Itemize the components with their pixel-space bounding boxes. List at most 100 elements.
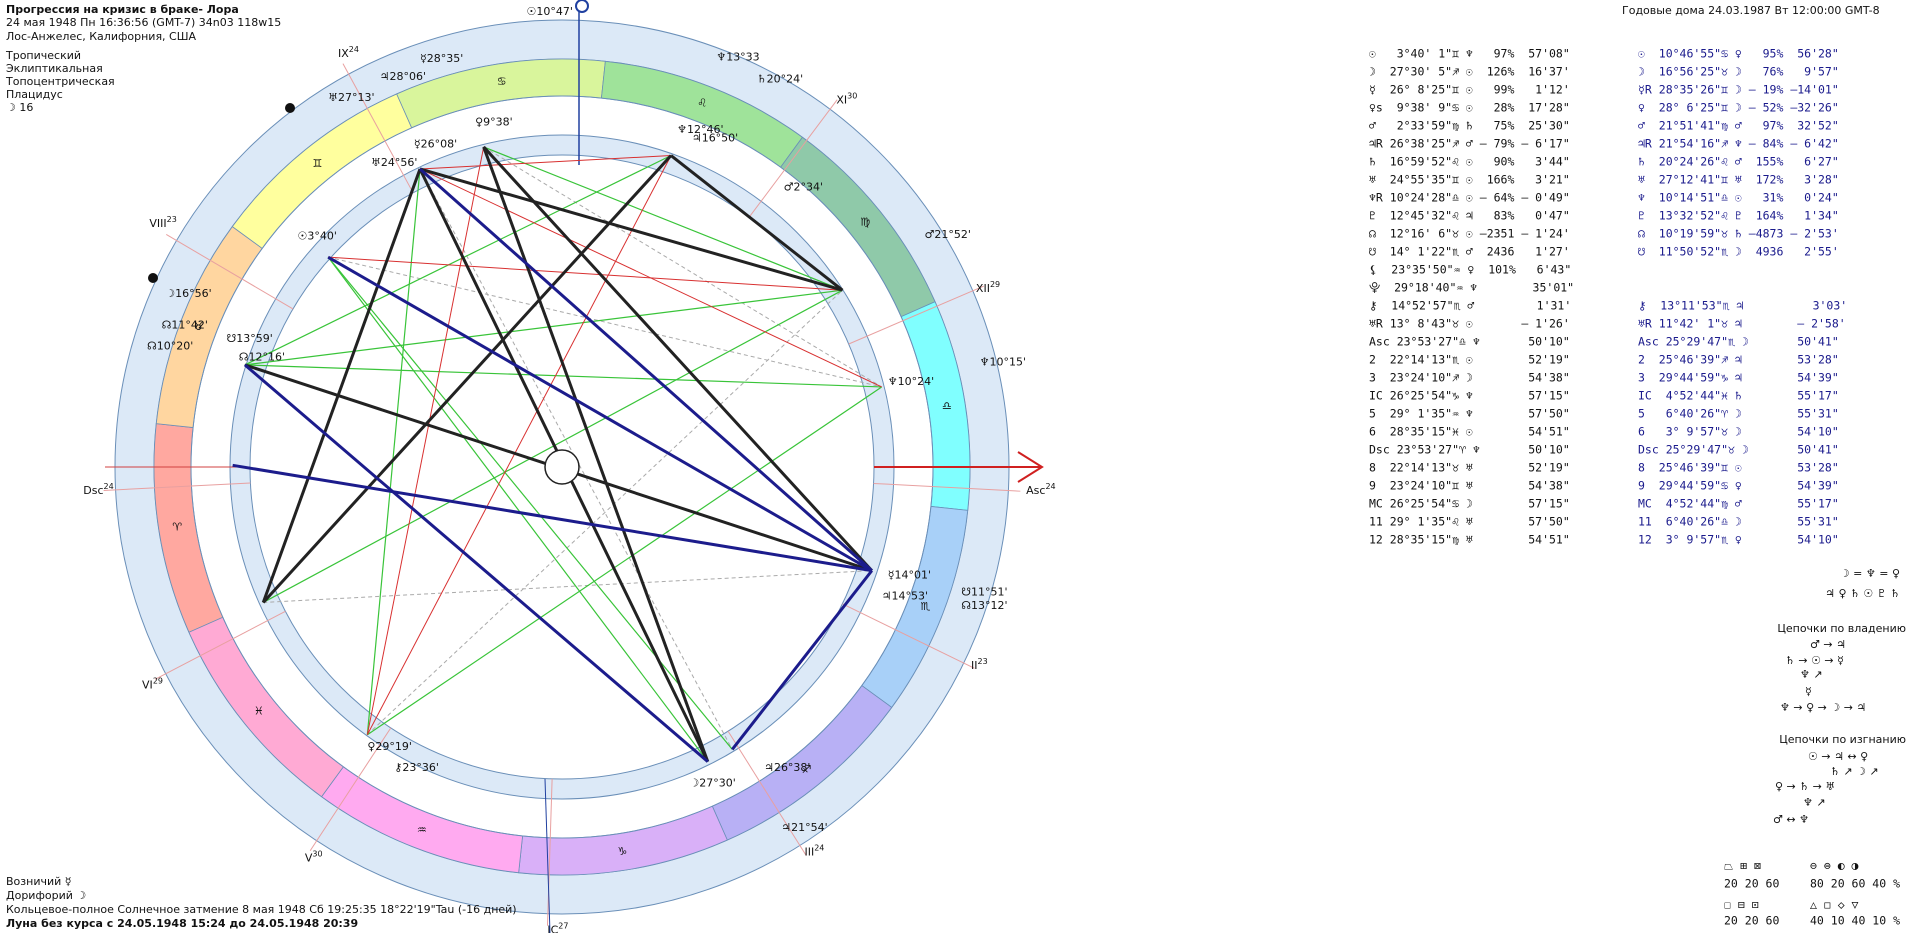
zodiac-glyph: ♋ bbox=[497, 75, 507, 88]
setting: Эклиптикальная bbox=[6, 62, 103, 75]
aspect-line bbox=[419, 167, 873, 572]
aspect-line bbox=[482, 145, 873, 572]
aspect-line bbox=[731, 569, 874, 751]
planet-label: ☊12°16' bbox=[239, 351, 285, 364]
aspect-line bbox=[244, 289, 843, 366]
aspect-line bbox=[483, 146, 843, 291]
table-cell-natal: ♅ 24°55'35"♊ ☉ 166% 3'21" bbox=[1369, 173, 1570, 187]
planet-label: ♃28°06' bbox=[380, 70, 426, 83]
table-cell-natal: 8 22°14'13"♉ ♅ 52'19" bbox=[1369, 461, 1570, 475]
aspect-line bbox=[366, 146, 485, 735]
zodiac-glyph: ♓ bbox=[254, 705, 264, 718]
table-cell-natal: ☋ 14° 1'22"♏ ♂ 2436 1'27' bbox=[1369, 245, 1570, 259]
planet-label: ♃21°54' bbox=[781, 821, 827, 834]
center bbox=[544, 449, 580, 485]
zodiac-glyph: ♑ bbox=[617, 845, 627, 858]
aspect-line bbox=[327, 256, 733, 750]
chain-line: ♄ → ☉ → ☿ bbox=[1785, 654, 1844, 667]
house-label: II23 bbox=[971, 657, 988, 673]
house-degree: 29 bbox=[990, 279, 1000, 288]
aspect-line bbox=[366, 155, 672, 735]
table-cell-annual: ☋ 11°50'52"♏ ☽ 4936 2'55' bbox=[1638, 245, 1839, 259]
table-cell-annual: ☽ 16°56'25"♉ ☽ 76% 9'57" bbox=[1638, 65, 1839, 79]
table-cell-natal: ♃R 26°38'25"♐ ♂ – 79% – 6'17" bbox=[1369, 137, 1570, 151]
asc-arrow bbox=[1017, 451, 1044, 483]
table-cell-annual: ♀ 28° 6'25"♊ ☽ – 52% –32'26" bbox=[1638, 101, 1839, 115]
planet-label: ♆10°24' bbox=[888, 375, 934, 388]
house-label: Dsc24 bbox=[83, 482, 113, 498]
stat: ⏢ ⊞ ⊠ bbox=[1724, 859, 1761, 873]
zodiac-glyph: ♎ bbox=[942, 400, 952, 413]
table-cell-annual: 2 25°46'39"♐ ♃ 53'28" bbox=[1638, 353, 1839, 367]
table-cell-natal: 6 28°35'15"♓ ☉ 54'51" bbox=[1369, 425, 1570, 439]
house-cusp bbox=[727, 730, 807, 856]
footer-line: Кольцевое-полное Солнечное затмение 8 ма… bbox=[6, 903, 517, 916]
table-cell-natal: ☉ 3°40' 1"♊ ♆ 97% 57'08" bbox=[1369, 47, 1570, 61]
aspect-line bbox=[262, 289, 843, 603]
planet-label: ♅27°13' bbox=[328, 91, 374, 104]
planet-label: ♃16°50' bbox=[692, 131, 738, 144]
planet-label: ♂21°52' bbox=[924, 228, 970, 241]
house-degree: 30 bbox=[847, 91, 857, 100]
house-degree: 29 bbox=[153, 676, 163, 685]
aspect-line bbox=[327, 255, 873, 572]
table-cell-natal: ♇ 12°45'32"♌ ♃ 83% 0'47" bbox=[1369, 209, 1570, 223]
aspect-line bbox=[327, 256, 709, 762]
table-cell-natal: ☊ 12°16' 6"♉ ☉ –2351 – 1'24' bbox=[1369, 227, 1570, 241]
planet-label: ☿28°35' bbox=[420, 52, 463, 65]
aspect-line bbox=[419, 167, 843, 292]
house-number: III bbox=[804, 845, 814, 858]
table-cell-natal: ♀s 9°38' 9"♋ ☉ 28% 17'28" bbox=[1369, 101, 1570, 115]
aspect-line bbox=[367, 386, 882, 736]
house-cusp bbox=[873, 482, 1021, 492]
table-cell-natal: ♄ 16°59'52"♌ ☉ 90% 3'44" bbox=[1369, 155, 1570, 169]
setting: ☽ 16 bbox=[6, 101, 33, 114]
footer-line: Луна без курса с 24.05.1948 15:24 до 24.… bbox=[6, 917, 358, 930]
table-cell-natal: 9 23°24'10"♊ ♅ 54'38" bbox=[1369, 479, 1570, 493]
house-degree: 23 bbox=[167, 215, 177, 224]
house-number: IC bbox=[547, 924, 558, 933]
planet-label: ☿14°01' bbox=[888, 569, 931, 582]
table-cell-annual: ♅R 11°42' 1"♉ ♃ – 2'58' bbox=[1638, 317, 1846, 331]
stat: ⊖ ⊜ ◐ ◑ bbox=[1810, 859, 1859, 873]
mc-marker bbox=[575, 0, 589, 13]
table-cell-natal: ♆R 10°24'28"♎ ☉ – 64% – 0'49" bbox=[1369, 191, 1570, 205]
aspect-line bbox=[244, 154, 672, 366]
table-cell-annual: Asc 25°29'47"♏ ☽ 50'41" bbox=[1638, 335, 1839, 349]
table-cell-annual: ♆ 10°14'51"♎ ☉ 31% 0'24" bbox=[1638, 191, 1839, 205]
zodiac-glyph: ♒ bbox=[417, 823, 427, 836]
planet-label: ♆12°46' bbox=[677, 123, 723, 136]
planet-label: ☽27°30' bbox=[689, 777, 735, 790]
table-cell-natal: 5 29° 1'35"♒ ♆ 57'50" bbox=[1369, 407, 1570, 421]
footer-line: Возничий ☿ bbox=[6, 875, 72, 888]
table-cell-annual: IC 4°52'44"♓ ♄ 55'17" bbox=[1638, 389, 1839, 403]
house-cusp bbox=[154, 610, 286, 680]
table-cell-natal: ⚷ 14°52'57"♏ ♂ 1'31' bbox=[1369, 299, 1571, 313]
stat: 40 10 40 10 % bbox=[1810, 914, 1900, 928]
planet-label: ♅24°56' bbox=[371, 156, 417, 169]
aspect-line bbox=[328, 256, 843, 291]
aspect-line bbox=[263, 570, 872, 603]
zodiac-glyph: ♌ bbox=[697, 97, 707, 110]
chain-line: ♆ ↗ bbox=[1803, 796, 1826, 809]
footer-line: Дорифорий ☽ bbox=[6, 889, 86, 902]
setting: Тропический bbox=[5, 49, 81, 62]
table-cell-annual: ☿R 28°35'26"♊ ☽ – 19% –14'01" bbox=[1638, 83, 1839, 97]
table-cell-natal: 3 23°24'10"♐ ☽ 54'38" bbox=[1369, 371, 1570, 385]
table-cell-annual: 11 6°40'26"♎ ☽ 55'31" bbox=[1638, 515, 1839, 529]
house-number: Dsc bbox=[83, 484, 103, 497]
house-cusp bbox=[342, 63, 414, 194]
aspect-line bbox=[367, 289, 843, 736]
house-label: XII29 bbox=[976, 279, 1000, 295]
table-cell-natal: 2 22°14'13"♏ ☉ 52'19" bbox=[1369, 353, 1570, 367]
house-number: Asc bbox=[1026, 484, 1045, 497]
house-number: V bbox=[305, 851, 313, 864]
chain-line: ☉ → ♃ ↔ ♀ bbox=[1808, 750, 1868, 763]
house-cusp bbox=[848, 285, 985, 345]
table-cell-annual: ☊ 10°19'59"♉ ♄ –4873 – 2'53' bbox=[1638, 227, 1839, 241]
setting: Топоцентрическая bbox=[5, 75, 115, 88]
chain-line: ♆ ↗ bbox=[1800, 668, 1823, 681]
rulers: ♃ ♀ ♄ ☉ ♇ ♄ bbox=[1825, 587, 1900, 600]
zodiac-glyph: ♉ bbox=[194, 320, 204, 333]
table-cell-natal: ♅R 13° 8'43"♉ ☉ – 1'26' bbox=[1369, 317, 1570, 331]
